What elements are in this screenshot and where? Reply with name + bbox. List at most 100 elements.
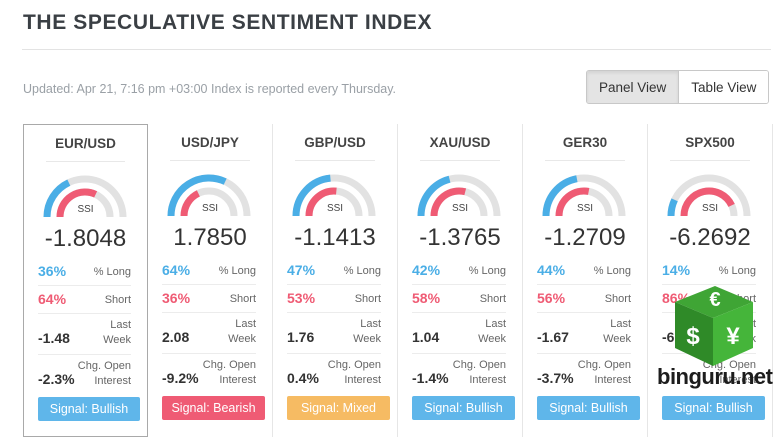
ssi-gauge	[667, 174, 751, 217]
long-row: 47% % Long	[287, 262, 381, 282]
row-divider	[537, 353, 631, 354]
last-week-value: 1.04	[412, 329, 440, 345]
last-week-value: -6.	[662, 329, 679, 345]
pair-name: GER30	[562, 135, 608, 150]
open-interest-label: Chg. Open Interest	[327, 359, 381, 386]
ssi-value: -1.2709	[544, 224, 626, 251]
last-week-row: 2.08 Last Week	[162, 317, 256, 349]
ssi-value: -1.8048	[44, 225, 127, 252]
open-interest-label: Chg. Open Interest	[452, 359, 506, 386]
long-percent: 14%	[662, 262, 691, 278]
ssi-gauge	[542, 174, 626, 217]
long-label: % Long	[718, 265, 756, 277]
short-label: Short	[229, 293, 256, 305]
signal-button[interactable]: Signal: Bearish	[162, 396, 265, 420]
open-interest-label: Chg. Open Interest	[77, 360, 131, 387]
short-percent: 64%	[38, 291, 67, 307]
long-percent: 44%	[537, 262, 566, 278]
instrument-panel-xau-usd[interactable]: XAU/USD SSI -1.3765 42% % Long 58% Short	[398, 124, 523, 437]
gauge-short-arc	[680, 187, 735, 217]
open-interest-value: 0.4%	[287, 370, 319, 386]
row-divider	[287, 353, 381, 354]
row-divider	[412, 353, 506, 354]
short-percent: 36%	[162, 290, 191, 306]
signal-button[interactable]: Signal: Bullish	[662, 396, 765, 420]
instrument-panel-usd-jpy[interactable]: USD/JPY SSI 1.7850 64% % Long 36% Short	[148, 124, 273, 437]
long-percent: 42%	[412, 262, 441, 278]
gauge-long-arc	[167, 174, 227, 217]
long-percent: 64%	[162, 262, 191, 278]
last-week-value: -1.48	[38, 330, 70, 346]
signal-button[interactable]: Signal: Bullish	[412, 396, 515, 420]
panel-view-button[interactable]: Panel View	[587, 71, 680, 103]
gauge-long-arc	[667, 198, 678, 217]
short-label: Short	[479, 293, 506, 305]
pair-divider	[670, 160, 750, 161]
row-divider	[287, 312, 381, 313]
pair-name: GBP/USD	[304, 135, 366, 150]
instrument-panel-gbp-usd[interactable]: GBP/USD SSI -1.1413 47% % Long 53% Short	[273, 124, 398, 437]
last-week-value: -1.67	[537, 329, 569, 345]
row-divider	[162, 312, 256, 313]
open-interest-value: -2.3%	[38, 371, 75, 387]
long-label: % Long	[593, 265, 631, 277]
instrument-panel-eur-usd[interactable]: EUR/USD SSI -1.8048 36% % Long 64% Short	[23, 124, 148, 437]
open-interest-row: -1.4% Chg. Open Interest	[412, 358, 506, 390]
short-row: 64% Short	[38, 291, 131, 311]
gauge-short-arc	[305, 187, 337, 217]
open-interest-label: Chg. Open Interest	[202, 359, 256, 386]
table-view-button[interactable]: Table View	[679, 71, 769, 103]
title-divider	[22, 49, 771, 50]
row-divider	[662, 284, 756, 285]
last-week-value: 1.76	[287, 329, 315, 345]
long-percent: 36%	[38, 263, 67, 279]
signal-button[interactable]: Signal: Bullish	[38, 397, 140, 421]
long-row: 44% % Long	[537, 262, 631, 282]
ssi-label: SSI	[451, 203, 469, 214]
short-row: 36% Short	[162, 290, 256, 310]
signal-button[interactable]: Signal: Bullish	[537, 396, 640, 420]
gauge-long-arc	[542, 175, 578, 217]
last-week-value: 2.08	[162, 329, 190, 345]
row-divider	[537, 284, 631, 285]
open-interest-value: -9.2%	[162, 370, 199, 386]
row-divider	[162, 284, 256, 285]
open-interest-value: -1.4%	[412, 370, 449, 386]
short-percent: 58%	[412, 290, 441, 306]
gauge-short-arc	[430, 187, 467, 217]
ssi-value: -6.2692	[669, 224, 751, 251]
svg-text:$: $	[686, 323, 700, 350]
pair-divider	[46, 161, 125, 162]
long-label: % Long	[218, 265, 256, 277]
ssi-gauge	[292, 174, 376, 217]
instrument-panel-ger30[interactable]: GER30 SSI -1.2709 44% % Long 56% Short	[523, 124, 648, 437]
open-interest-row: -3.7% Chg. Open Interest	[537, 358, 631, 390]
pair-name: SPX500	[685, 135, 735, 150]
pair-divider	[295, 160, 375, 161]
long-label: % Long	[343, 265, 381, 277]
signal-button[interactable]: Signal: Mixed	[287, 396, 390, 420]
ssi-label: SSI	[701, 203, 719, 214]
open-interest-row: 0.4% Chg. Open Interest	[287, 358, 381, 390]
ssi-value: -1.3765	[419, 224, 501, 251]
long-label: % Long	[468, 265, 506, 277]
row-divider	[537, 312, 631, 313]
row-divider	[287, 284, 381, 285]
svg-text:¥: ¥	[726, 323, 740, 350]
pair-name: XAU/USD	[429, 135, 491, 150]
updated-text: Updated: Apr 21, 7:16 pm +03:00 Index is…	[23, 82, 397, 96]
ssi-gauge	[417, 174, 501, 217]
long-percent: 47%	[287, 262, 316, 278]
watermark-text: binguru.net	[657, 364, 773, 389]
open-interest-row: -2.3% Chg. Open Interest	[38, 359, 131, 391]
gauge-long-arc	[43, 179, 71, 218]
gauge-long-arc	[417, 175, 451, 217]
last-week-row: -1.67 Last Week	[537, 317, 631, 349]
open-interest-value: -3.7%	[537, 370, 574, 386]
gauge-short-arc	[180, 190, 201, 217]
last-week-row: 1.76 Last Week	[287, 317, 381, 349]
